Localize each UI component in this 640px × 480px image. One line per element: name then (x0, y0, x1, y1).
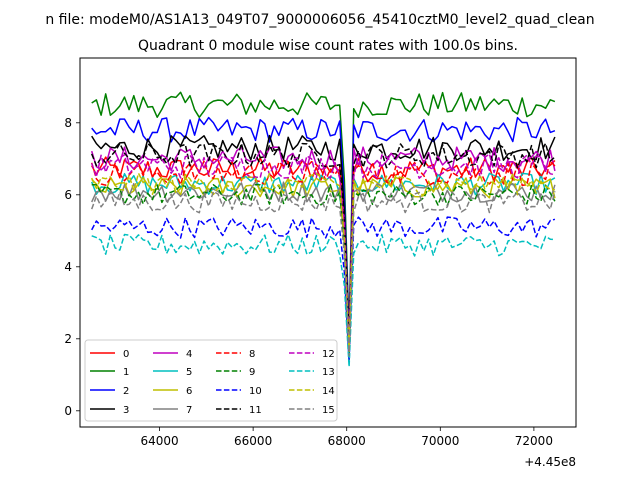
legend-box (84, 339, 338, 422)
y-tick-label: 4 (64, 260, 72, 274)
axes-frame (79, 57, 577, 428)
figure-suptitle: n file: modeM0/AS1A13_049T07_9000006056_… (45, 12, 594, 28)
legend-label-6: 6 (186, 386, 192, 397)
legend-label-15: 15 (322, 405, 335, 416)
x-offset-label: +4.45e8 (524, 455, 576, 469)
series-line-13 (91, 233, 555, 368)
series-line-10 (91, 216, 556, 363)
series-line-8 (90, 159, 556, 350)
legend-label-0: 0 (123, 349, 129, 360)
series-line-1 (91, 91, 556, 333)
x-tick-label: 66000 (234, 434, 272, 448)
y-tick-label: 2 (64, 332, 72, 346)
y-tick-label: 6 (64, 188, 72, 202)
legend-label-10: 10 (249, 386, 262, 397)
plot-lines (90, 91, 556, 368)
legend-label-11: 11 (249, 405, 262, 416)
x-tick-label: 64000 (140, 434, 178, 448)
series-line-3 (91, 134, 556, 344)
legend-label-9: 9 (249, 367, 255, 378)
series-line-15 (90, 190, 556, 357)
legend-label-7: 7 (186, 405, 192, 416)
legend-label-5: 5 (186, 367, 192, 378)
legend-label-1: 1 (123, 367, 129, 378)
series-line-12 (90, 153, 556, 348)
series-line-4 (90, 146, 556, 346)
series-line-14 (91, 172, 556, 353)
x-tick-label: 72000 (515, 434, 553, 448)
legend-label-2: 2 (123, 386, 129, 397)
x-tick-label: 70000 (421, 434, 459, 448)
legend-label-14: 14 (322, 386, 335, 397)
legend-label-8: 8 (249, 349, 255, 360)
x-tick-label: 68000 (328, 434, 366, 448)
legend-label-12: 12 (322, 349, 335, 360)
chart-title: Quadrant 0 module wise count rates with … (138, 38, 518, 54)
legend-label-13: 13 (322, 367, 335, 378)
series-line-6 (91, 176, 556, 354)
legend-label-3: 3 (123, 405, 129, 416)
y-tick-label: 0 (64, 404, 72, 418)
y-tick-label: 8 (64, 116, 72, 130)
axis-ticks: 64000 66000 68000 70000 72000 0 2 4 6 8 (64, 116, 553, 448)
series-line-2 (91, 116, 556, 339)
legend-label-4: 4 (186, 349, 192, 360)
